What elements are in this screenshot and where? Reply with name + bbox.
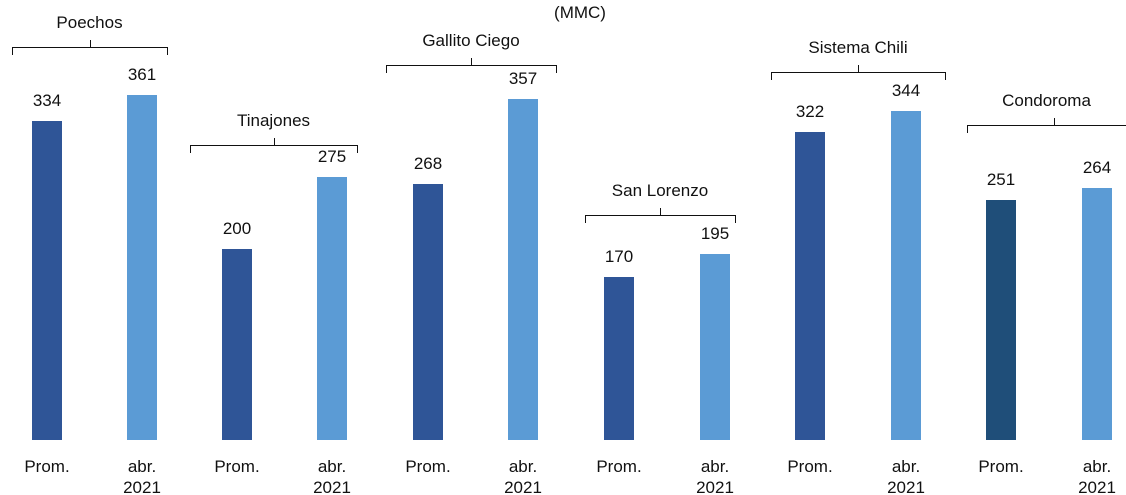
bracket-tick bbox=[858, 65, 859, 73]
bar bbox=[1082, 187, 1112, 440]
value-label: 200 bbox=[222, 218, 252, 238]
bracket-tick bbox=[1053, 118, 1055, 126]
bar bbox=[891, 111, 921, 440]
bracket-tick bbox=[735, 215, 736, 223]
value-label: 357 bbox=[508, 68, 538, 88]
bar bbox=[317, 177, 347, 440]
x-tick-label: abr. 2021 bbox=[504, 457, 542, 495]
x-tick-label: Prom. bbox=[787, 457, 833, 476]
x-tick-label: abr. 2021 bbox=[313, 457, 351, 495]
x-tick-label: abr. 2021 bbox=[696, 457, 734, 495]
group-bracket bbox=[967, 125, 1126, 126]
bar bbox=[604, 277, 634, 440]
bar bbox=[700, 253, 730, 440]
bracket-tick bbox=[89, 40, 91, 48]
group-label: Tinajones bbox=[236, 111, 311, 130]
bracket-tick bbox=[945, 72, 946, 80]
value-label: 268 bbox=[413, 153, 443, 173]
x-tick-label: abr. 2021 bbox=[1078, 457, 1116, 495]
value-label: 322 bbox=[795, 102, 825, 122]
bar bbox=[127, 94, 157, 440]
value-label: 275 bbox=[317, 147, 347, 167]
bar bbox=[222, 248, 252, 440]
x-tick-label: Prom. bbox=[405, 457, 451, 476]
bracket-tick bbox=[386, 65, 387, 73]
bar bbox=[795, 132, 825, 440]
x-tick-label: Prom. bbox=[24, 457, 70, 476]
bracket-tick bbox=[585, 215, 586, 223]
value-label: 334 bbox=[32, 90, 62, 110]
value-label: 251 bbox=[986, 170, 1016, 190]
x-tick-label: Prom. bbox=[596, 457, 642, 476]
bracket-tick bbox=[967, 125, 968, 133]
value-label: 264 bbox=[1082, 157, 1112, 177]
group-label: San Lorenzo bbox=[611, 181, 709, 200]
value-label: 361 bbox=[127, 64, 157, 84]
bar bbox=[508, 98, 538, 440]
value-label: 344 bbox=[891, 81, 921, 101]
bracket-tick bbox=[357, 145, 358, 153]
value-label: 195 bbox=[700, 223, 730, 243]
x-tick-label: abr. 2021 bbox=[123, 457, 161, 495]
bracket-tick bbox=[190, 145, 191, 153]
bracket-tick bbox=[771, 72, 772, 80]
value-label: 170 bbox=[604, 247, 634, 267]
bracket-tick bbox=[12, 47, 13, 55]
x-tick-label: Prom. bbox=[214, 457, 260, 476]
bracket-tick bbox=[556, 65, 557, 73]
bar bbox=[32, 120, 62, 440]
group-label: Condoroma bbox=[1002, 91, 1091, 110]
bracket-tick bbox=[471, 58, 472, 66]
bracket-tick bbox=[660, 208, 661, 216]
bracket-tick bbox=[167, 47, 168, 55]
bar bbox=[413, 183, 443, 440]
bracket-tick bbox=[273, 138, 275, 146]
group-label: Sistema Chili bbox=[808, 38, 908, 57]
x-tick-label: abr. 2021 bbox=[887, 457, 925, 495]
group-label: Gallito Ciego bbox=[422, 31, 520, 50]
chart-title: (MMC) bbox=[554, 3, 606, 22]
x-tick-label: Prom. bbox=[978, 457, 1024, 476]
bar bbox=[986, 200, 1016, 440]
group-label: Poechos bbox=[56, 13, 123, 32]
